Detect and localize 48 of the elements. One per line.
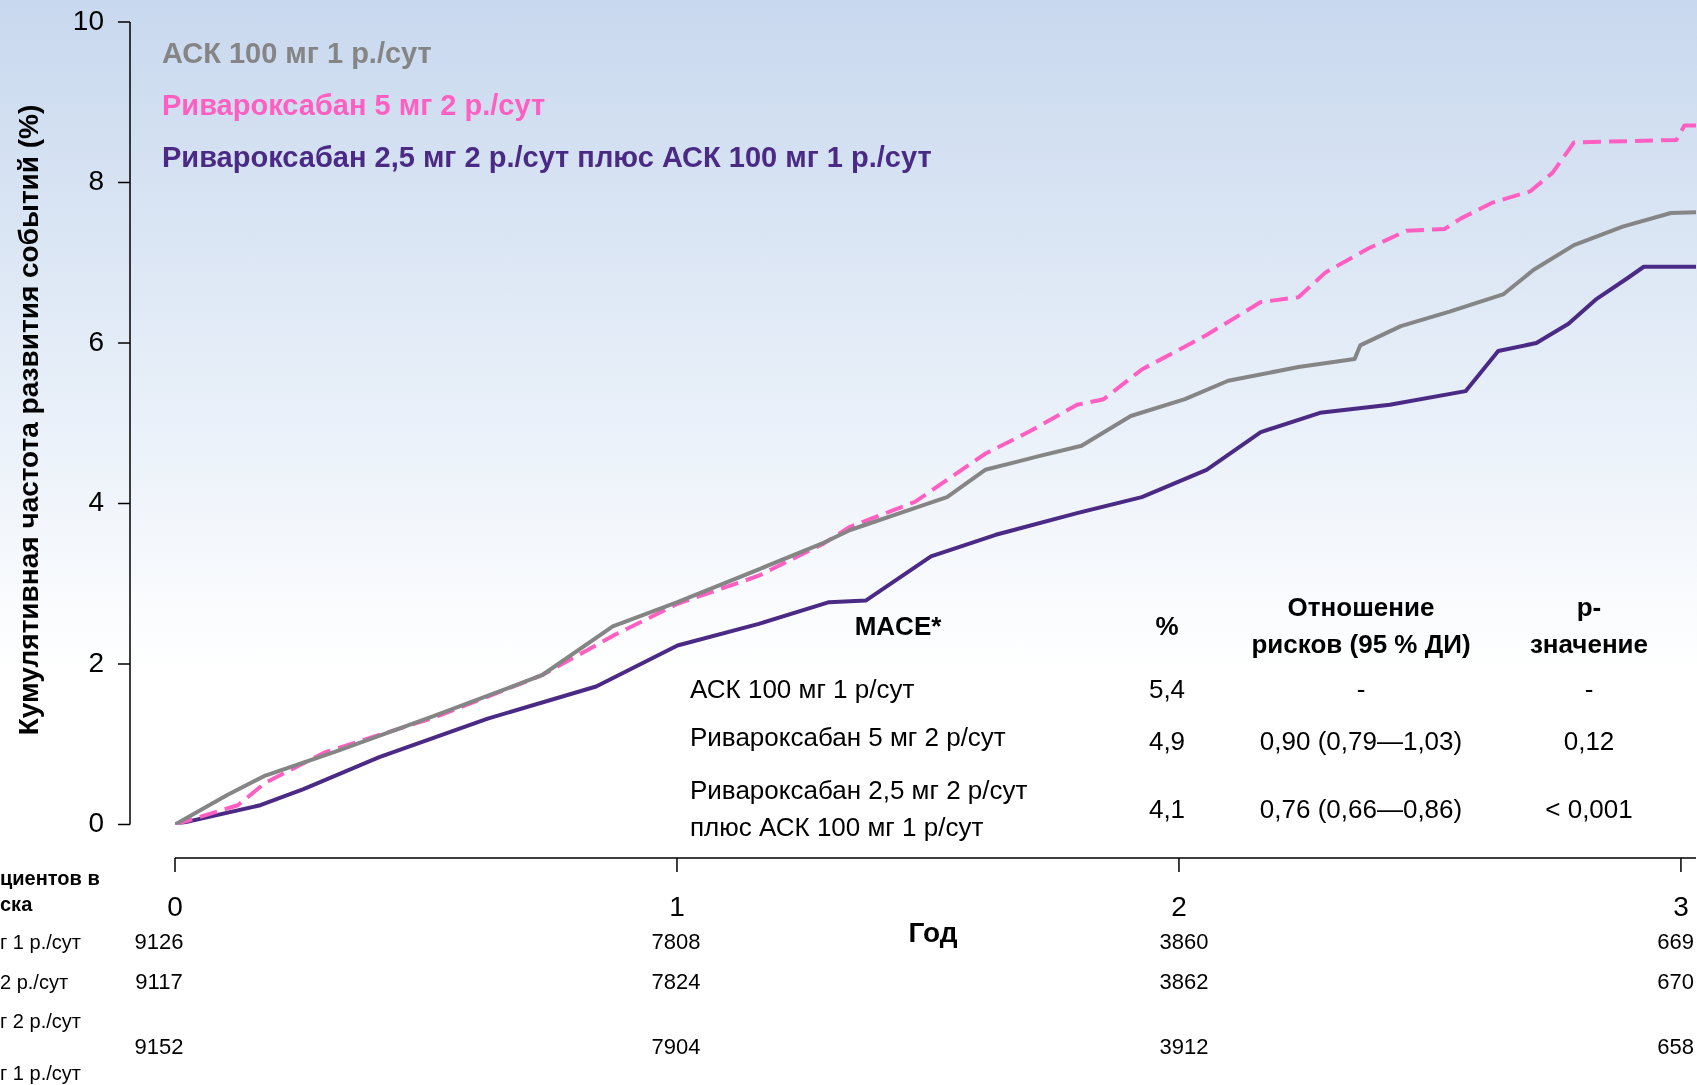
text: АСК 100 мг 1 р./сут <box>162 37 432 69</box>
text: 669 <box>1657 929 1694 955</box>
x-axis-title: Год <box>908 916 958 948</box>
y-axis-title: Кумулятивная частота развития событий (%) <box>12 104 44 736</box>
annotation: % <box>1155 611 1179 642</box>
text: 3862 <box>1159 969 1209 995</box>
x-tick-label: 2 <box>1171 890 1187 922</box>
text: 658 <box>1657 1034 1694 1060</box>
annotation: АСК 100 мг 1 р/сут <box>690 674 915 705</box>
text: 3912 <box>1159 1034 1209 1060</box>
y-tick-label: 6 <box>88 325 104 357</box>
annotation: - <box>1584 674 1594 705</box>
y-tick-label: 10 <box>72 4 104 36</box>
annotation: 4,9 <box>1148 726 1186 757</box>
text: Ривароксабан 5 мг 2 р./сут <box>162 89 546 121</box>
text: 7808 <box>651 929 701 955</box>
text: 2 р./сут <box>0 970 69 993</box>
annotation: MACE* <box>854 611 943 642</box>
x-tick-label: 3 <box>1673 890 1689 922</box>
text: г 1 р./сут <box>0 1061 81 1084</box>
annotation: 0,90 (0,79—1,03) <box>1259 726 1463 757</box>
y-tick-label: 0 <box>88 807 104 839</box>
y-tick-label: 4 <box>88 486 104 518</box>
text: г 1 р./сут <box>0 930 81 953</box>
annotation: 0,76 (0,66—0,86) <box>1259 794 1463 825</box>
text: Ривароксабан 2,5 мг 2 р./сут плюс АСК 100 мг 1 р./сут <box>162 141 932 173</box>
text: 3860 <box>1159 929 1209 955</box>
text: г 2 р./сут <box>0 1009 81 1032</box>
text: циентов в ска <box>0 866 100 915</box>
x-tick-label: 1 <box>669 890 685 922</box>
text: 9126 <box>134 929 184 955</box>
x-tick-label: 0 <box>167 890 183 922</box>
annotation: - <box>1356 674 1366 705</box>
text: 7904 <box>651 1034 701 1060</box>
annotation: 0,12 <box>1563 726 1615 757</box>
annotation: 4,1 <box>1148 794 1186 825</box>
annotation: Ривароксабан 2,5 мг 2 р/сут плюс АСК 100 мг 1 р/сут <box>690 775 1028 843</box>
annotation: Отношение рисков (95 % ДИ) <box>1251 592 1471 660</box>
text: 9152 <box>134 1034 184 1060</box>
annotation: p- значение <box>1529 592 1649 660</box>
y-tick-label: 2 <box>88 646 104 678</box>
annotation: 5,4 <box>1148 674 1186 705</box>
annotation: Ривароксабан 5 мг 2 р/сут <box>690 722 1006 753</box>
annotation: < 0,001 <box>1545 794 1633 825</box>
text: 9117 <box>135 969 183 995</box>
y-tick-label: 8 <box>88 165 104 197</box>
text: 670 <box>1657 969 1694 995</box>
text: 7824 <box>651 969 701 995</box>
